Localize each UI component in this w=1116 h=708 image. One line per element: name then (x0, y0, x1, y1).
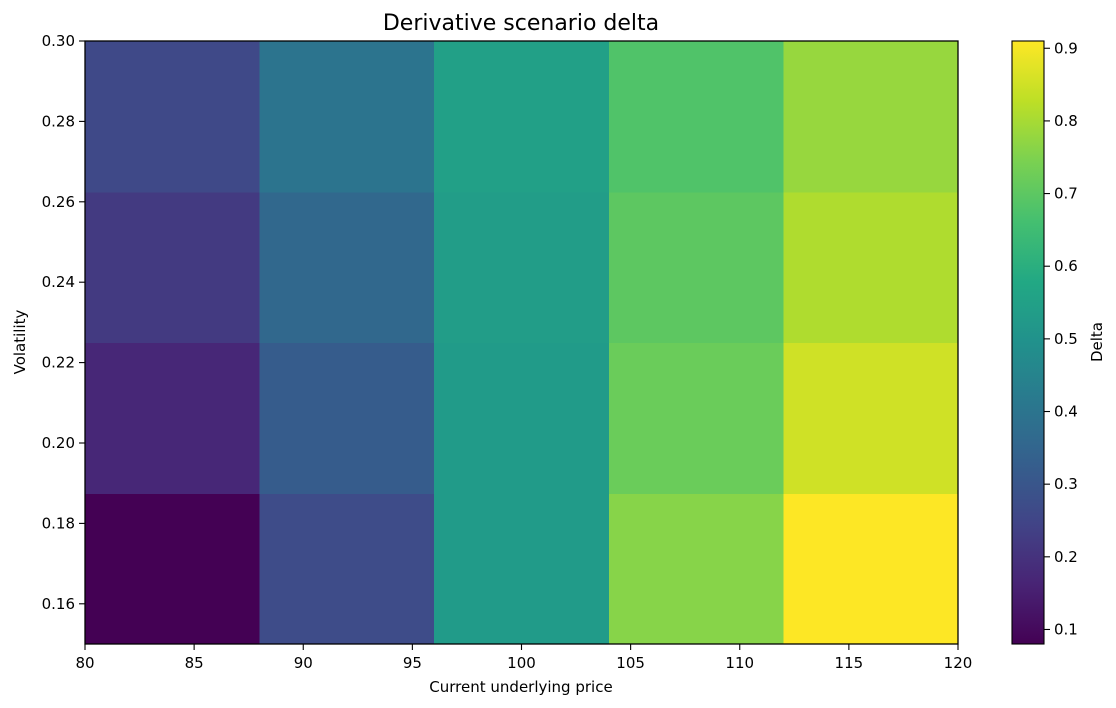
heatmap-cell (434, 41, 610, 193)
x-tick-label: 100 (507, 654, 536, 672)
x-axis: 80 85 90 95 100 105 110 115 120 (75, 644, 972, 672)
heatmap-cell (259, 493, 435, 645)
heatmap-cell (259, 342, 435, 494)
heatmap-cell (434, 493, 610, 645)
heatmap-cell (85, 191, 261, 343)
colorbar-axis: 0.1 0.2 0.3 0.4 0.5 0.6 0.7 0.8 0.9 (1044, 39, 1078, 638)
x-tick-label: 120 (944, 654, 973, 672)
colorbar-tick-label: 0.2 (1054, 548, 1078, 566)
colorbar-label: Delta (1088, 322, 1106, 362)
colorbar-tick-label: 0.5 (1054, 330, 1078, 348)
heatmap-cell (783, 41, 959, 193)
heatmap-cell (608, 342, 784, 494)
heatmap-cell (85, 342, 261, 494)
heatmap-cell (608, 191, 784, 343)
x-tick-label: 115 (835, 654, 864, 672)
x-tick-label: 105 (616, 654, 645, 672)
heatmap-cell (85, 41, 261, 193)
colorbar-tick-label: 0.3 (1054, 475, 1078, 493)
x-tick-label: 110 (725, 654, 754, 672)
x-tick-label: 80 (75, 654, 94, 672)
heatmap-cell (608, 41, 784, 193)
chart-title: Derivative scenario delta (383, 11, 659, 36)
y-tick-label: 0.22 (42, 354, 75, 372)
x-tick-label: 85 (185, 654, 204, 672)
y-tick-label: 0.30 (42, 32, 75, 50)
y-tick-label: 0.24 (42, 273, 75, 291)
heatmap-cell (783, 493, 959, 645)
heatmap-cell (434, 191, 610, 343)
colorbar-tick-label: 0.8 (1054, 112, 1078, 130)
y-tick-label: 0.18 (42, 514, 75, 532)
x-tick-label: 90 (294, 654, 313, 672)
colorbar (1011, 40, 1045, 645)
y-tick-label: 0.20 (42, 434, 75, 452)
y-axis: 0.16 0.18 0.20 0.22 0.24 0.26 0.28 0.30 (42, 32, 85, 613)
y-tick-label: 0.28 (42, 112, 75, 130)
heatmap-cell (434, 342, 610, 494)
y-axis-label: Volatility (11, 309, 29, 374)
heatmap-cell (783, 191, 959, 343)
heatmap-cell (85, 493, 261, 645)
colorbar-tick-label: 0.7 (1054, 185, 1078, 203)
y-tick-label: 0.16 (42, 595, 75, 613)
colorbar-tick-label: 0.9 (1054, 39, 1078, 57)
heatmap-cell (608, 493, 784, 645)
colorbar-tick-label: 0.1 (1054, 620, 1078, 638)
colorbar-tick-label: 0.4 (1054, 403, 1078, 421)
heatmap-cell (259, 191, 435, 343)
heatmap-cell (783, 342, 959, 494)
heatmap-cells (85, 41, 959, 645)
x-axis-label: Current underlying price (429, 678, 612, 696)
colorbar-tick-label: 0.6 (1054, 257, 1078, 275)
heatmap-cell (259, 41, 435, 193)
x-tick-label: 95 (403, 654, 422, 672)
y-tick-label: 0.26 (42, 193, 75, 211)
